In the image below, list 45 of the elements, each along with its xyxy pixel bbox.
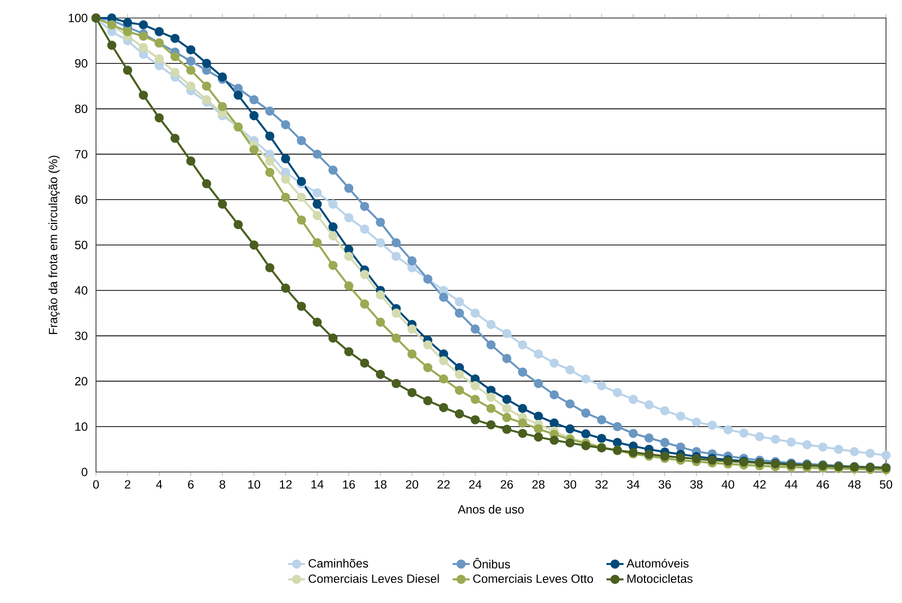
x-tick-label: 42	[753, 480, 766, 489]
x-tick-label: 28	[532, 480, 545, 489]
x-tick-label: 2	[124, 480, 130, 489]
x-tick-label: 12	[280, 480, 292, 489]
y-tick-label: 70	[75, 150, 88, 158]
x-tick-label: 46	[816, 480, 829, 489]
legend-label: Comerciais Leves Otto	[473, 574, 593, 583]
x-tick-label: 26	[500, 480, 513, 489]
y-axis-title: Fração da frota em circulação (%)	[48, 156, 60, 334]
x-tick-label: 10	[248, 480, 260, 489]
y-tick-label: 60	[75, 195, 88, 204]
x-tick-label: 32	[595, 480, 608, 489]
x-tick-label: 38	[690, 480, 703, 489]
x-tick-label: 18	[374, 480, 387, 489]
y-tick-label: 20	[75, 376, 88, 386]
y-tick-label: 0	[82, 468, 88, 476]
legend-label: Motocicletas	[627, 574, 693, 583]
x-tick-label: 16	[343, 480, 355, 489]
x-tick-label: 22	[438, 480, 450, 489]
legend-label: Ônibus	[473, 558, 510, 568]
x-tick-label: 30	[564, 480, 576, 489]
x-tick-label: 48	[848, 480, 861, 489]
x-tick-label: 34	[627, 480, 640, 489]
y-tick-label: 90	[75, 59, 88, 68]
y-tick-label: 50	[75, 240, 88, 250]
legend-label: Automóveis	[626, 558, 689, 568]
x-tick-label: 24	[469, 480, 482, 489]
x-tick-label: 14	[311, 480, 324, 488]
y-tick-label: 80	[75, 104, 88, 114]
x-tick-label: 50	[880, 480, 892, 489]
y-tick-label: 40	[74, 286, 88, 295]
x-tick-label: 40	[722, 480, 734, 489]
x-tick-label: 36	[658, 480, 671, 489]
x-tick-label: 0	[93, 480, 99, 489]
x-tick-label: 6	[188, 480, 194, 489]
legend-label: Caminhões	[308, 558, 368, 568]
y-tick-label: 10	[75, 422, 88, 431]
x-axis-title: Anos de uso	[458, 504, 524, 514]
x-tick-label: 44	[784, 480, 798, 488]
y-tick-label: 30	[74, 332, 88, 340]
x-tick-label: 20	[406, 480, 418, 489]
x-tick-label: 4	[156, 480, 162, 488]
y-tick-label: 100	[68, 14, 88, 22]
x-tick-label: 8	[220, 480, 226, 489]
legend-label: Comerciais Leves Diesel	[308, 574, 439, 583]
